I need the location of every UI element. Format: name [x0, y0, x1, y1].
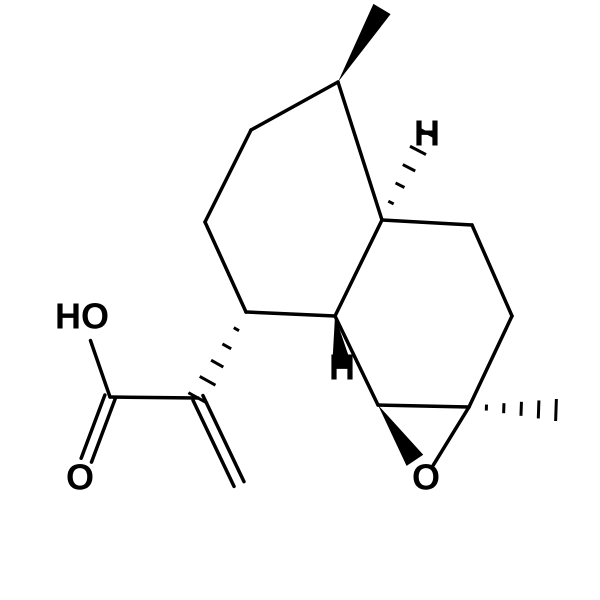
atom-label: HO [55, 296, 109, 337]
atom-label: O [66, 457, 94, 498]
atom-label: O [412, 457, 440, 498]
molecule-canvas: O H H HO O [0, 0, 600, 600]
atom-label: H [414, 113, 440, 154]
atom-label: H [329, 347, 355, 388]
